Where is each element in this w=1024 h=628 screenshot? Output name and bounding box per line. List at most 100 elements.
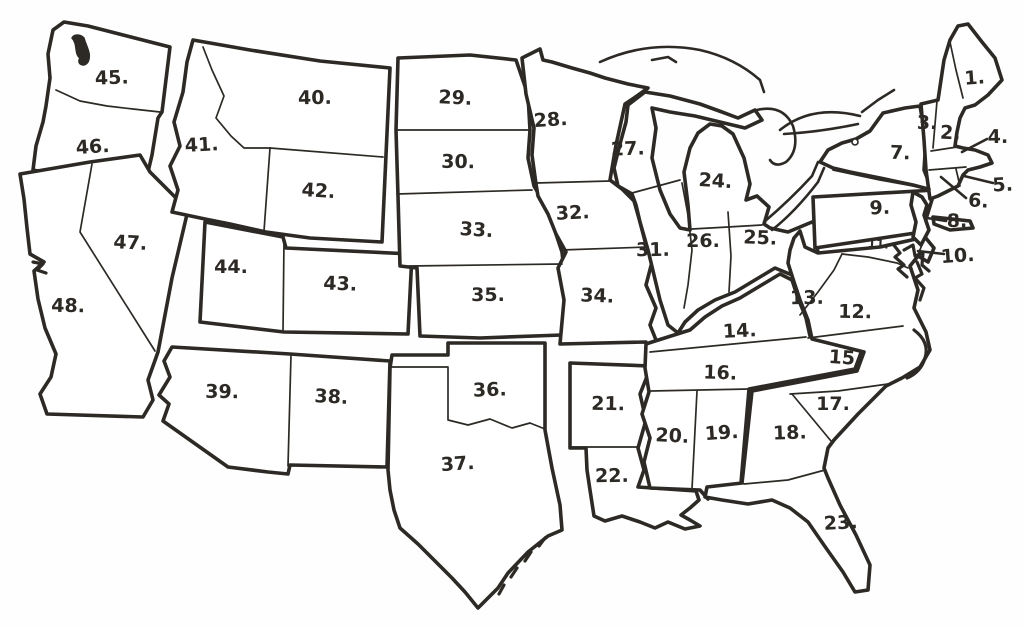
border-idaho-montana <box>202 46 271 149</box>
leader-line <box>925 216 948 223</box>
state-number-label: 48. <box>51 295 85 318</box>
border-newyork-pennsylvania <box>832 169 931 190</box>
border-iowa-missouri <box>560 246 649 251</box>
border-northcarolina-southcarolina <box>789 383 889 395</box>
border-southcarolina-georgia <box>791 393 832 442</box>
border-connecticut-rhodeisland <box>955 168 961 187</box>
delmarva-coast-scribble <box>913 260 926 302</box>
border-vermont-newhampshire <box>932 100 938 149</box>
state-number-label: 45. <box>95 66 129 89</box>
state-number-label: 10. <box>940 244 975 268</box>
state-number-label: 39. <box>205 381 239 404</box>
region-utah-colorado <box>198 220 414 336</box>
region-newengland <box>919 22 1004 201</box>
border-utah-colorado <box>282 239 285 333</box>
niagara-loop <box>851 138 859 146</box>
region-arizona-newmexico <box>157 345 392 476</box>
puget-sound <box>71 34 91 66</box>
state-number-label: 27. <box>611 137 645 160</box>
state-borders <box>55 41 967 490</box>
border-newhampshire-massachusetts <box>930 146 958 152</box>
chesapeake-bay-scribble <box>891 242 909 279</box>
state-number-label: 41. <box>184 133 219 157</box>
border-kentucky-tennessee <box>649 336 807 353</box>
region-south-atlantic <box>703 229 936 594</box>
state-number-label: 28. <box>533 108 568 132</box>
leader-line <box>916 249 946 256</box>
state-number-label: 2. <box>940 121 962 144</box>
state-number-label: 14. <box>722 319 757 343</box>
state-number-label: 25. <box>743 226 777 249</box>
state-number-label: 34. <box>580 284 614 307</box>
texas-barrier-islands <box>497 536 547 596</box>
state-number-label: 40. <box>298 87 332 110</box>
outer-banks-scribble <box>905 328 928 380</box>
region-minnesota-iowa-missouri <box>520 47 660 356</box>
state-number-label: 15. <box>828 346 863 370</box>
region-oklahoma-texas <box>386 341 564 610</box>
region-idaho-montana-wyoming <box>168 38 392 244</box>
state-number-label: 16. <box>703 361 737 384</box>
border-wyoming-west <box>263 147 271 232</box>
state-number-label: 6. <box>967 189 989 212</box>
state-number-label: 5. <box>992 173 1014 196</box>
leader-line <box>939 175 968 200</box>
border-california-nevada <box>79 163 156 352</box>
state-number-label: 9. <box>869 197 890 220</box>
border-wisconsin-illinois <box>631 179 681 194</box>
state-number-label: 17. <box>816 393 850 415</box>
lake-ontario-south-shore <box>782 122 860 136</box>
leader-line <box>960 137 989 154</box>
lake-erie-north-shore <box>762 160 820 224</box>
state-number-label: 33. <box>459 218 494 242</box>
border-maine-newhampshire <box>949 41 964 99</box>
isle-royale <box>650 55 678 64</box>
region-california-nevada <box>18 153 190 419</box>
lake-erie-south-shore <box>770 166 826 232</box>
state-number-label: 35. <box>471 284 505 306</box>
state-number-label: 38. <box>314 385 349 409</box>
region-newjersey <box>909 190 931 247</box>
border-virginia-northcarolina <box>807 325 904 339</box>
state-number-label: 24. <box>698 169 733 193</box>
border-georgia-florida <box>743 469 826 485</box>
border-oklahoma-texas <box>389 366 546 430</box>
lake-huron-shore <box>755 107 797 166</box>
st-lawrence-river <box>860 88 896 114</box>
san-francisco-bay-scribble <box>31 260 48 275</box>
state-number-label: 31. <box>636 239 670 262</box>
border-westvirginia-virginia <box>799 253 843 316</box>
state-number-label: 36. <box>473 378 507 401</box>
border-tennessee-south <box>650 388 750 392</box>
state-number-label: 23. <box>823 511 858 535</box>
state-number-label: 26. <box>686 230 720 252</box>
state-number-label: 20. <box>655 424 690 448</box>
state-number-label: 46. <box>75 135 110 159</box>
border-minnesota-iowa <box>535 180 611 184</box>
border-michigan-south <box>691 224 763 230</box>
lake-ontario-north-shore <box>778 110 862 132</box>
state-number-label: 30. <box>441 151 475 174</box>
region-newyork <box>818 104 934 192</box>
state-number-label: 18. <box>773 421 807 444</box>
state-number-label: 47. <box>113 231 148 255</box>
state-number-label: 7. <box>890 142 911 165</box>
state-number-label: 8. <box>947 210 967 232</box>
border-wyoming-north <box>269 147 384 158</box>
water-features <box>31 34 931 596</box>
border-massachusetts-connecticut <box>928 166 967 171</box>
border-nebraska-kansas <box>408 263 563 267</box>
lake-superior-north-shore <box>598 45 766 94</box>
region-kentucky-tennessee-mississippi-alabama <box>640 272 864 501</box>
border-southdakota-nebraska <box>396 189 533 195</box>
state-number-label: 32. <box>555 201 590 225</box>
state-number-label: 37. <box>440 452 475 476</box>
region-outlines <box>18 20 1004 610</box>
leader-line <box>962 174 995 185</box>
region-greatlakes-states <box>612 90 820 335</box>
border-washington-oregon <box>55 89 161 113</box>
state-number-label: 3. <box>917 112 938 134</box>
border-mississippi-alabama <box>691 390 698 490</box>
state-number-label: 42. <box>301 179 336 203</box>
